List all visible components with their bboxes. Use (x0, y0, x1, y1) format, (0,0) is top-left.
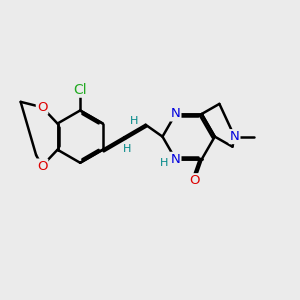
Text: H: H (123, 143, 131, 154)
Text: Cl: Cl (73, 83, 87, 97)
Text: N: N (230, 130, 239, 143)
Text: O: O (37, 160, 47, 172)
Text: N: N (171, 107, 180, 121)
Text: O: O (37, 101, 47, 114)
Text: N: N (171, 153, 180, 166)
Text: O: O (189, 174, 200, 187)
Text: H: H (160, 158, 169, 168)
Text: H: H (130, 116, 139, 126)
